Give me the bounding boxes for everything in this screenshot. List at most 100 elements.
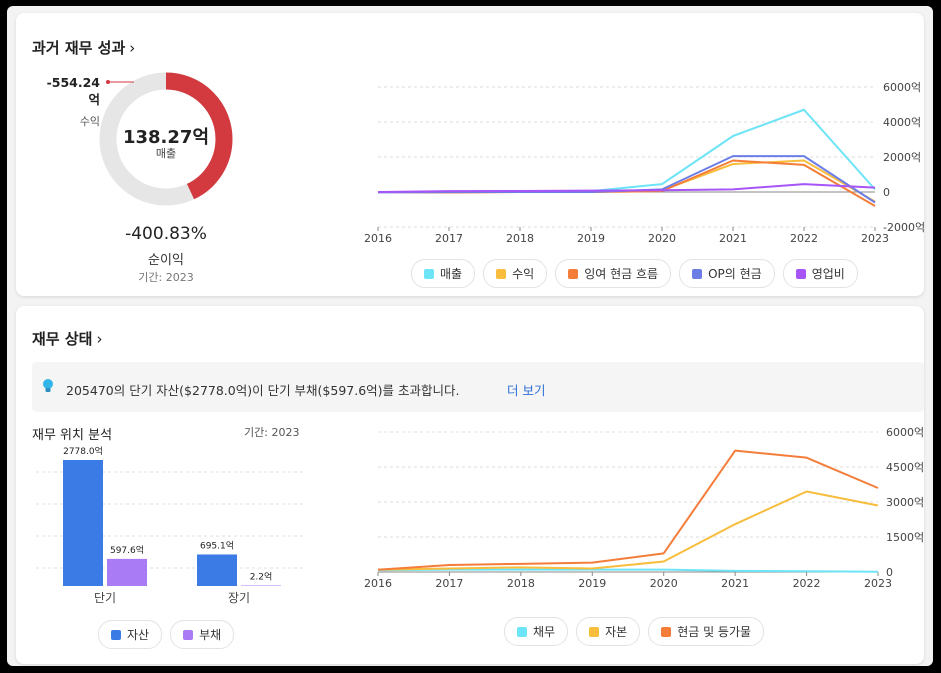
chevron-right-icon: › [129,39,136,57]
bar-value-label: 597.6억 [110,544,144,556]
legend-item-2[interactable]: 잉여 현금 흐름 [555,259,672,288]
y-tick-label: 1500억 [886,531,924,544]
y-tick-label: -2000억 [883,221,924,234]
legend-label: 부채 [199,628,222,642]
x-tick-label: 2021 [721,577,749,590]
legend-swatch [517,626,527,637]
legend-item-2[interactable]: 현금 및 등가물 [648,617,765,646]
series-line-0 [377,568,879,573]
legend-swatch [568,268,579,279]
more-link[interactable]: 더 보기 [507,383,546,398]
legend-label: 잉여 현금 흐름 [584,267,659,281]
net-margin-label: 순이익 [148,253,184,268]
net-margin-value: -400.83% [125,224,207,244]
financial-health-title[interactable]: 재무 상태 › [32,328,102,349]
bar-value-label: 2.2억 [250,571,273,583]
legend-swatch [496,268,507,279]
legend-item-3[interactable]: OP의 현금 [679,259,775,288]
past-performance-title-text: 과거 재무 성과 [32,39,126,57]
legend-label: 현금 및 등가물 [677,625,752,639]
x-tick-label: 2019 [578,577,606,590]
series-line-4 [377,183,876,193]
legend-item-1[interactable]: 자본 [576,617,641,646]
lightbulb-icon [43,379,53,392]
donut-profit-value: -554.24 억 [46,74,100,108]
app-frame: 과거 재무 성과 › -554.24 억 수익 138.27억 매출 -400.8… [7,6,933,666]
financial-health-title-text: 재무 상태 [32,330,93,348]
donut-leader-line [106,80,134,84]
x-tick-label: 2022 [793,577,821,590]
position-analysis-title: 재무 위치 분석 [32,428,113,443]
legend-swatch [692,268,703,279]
bar-value-label: 695.1억 [200,539,234,551]
legend-label: 자본 [605,625,628,639]
legend-label: 수익 [512,267,535,281]
y-tick-label: 4000억 [883,116,921,129]
legend-item-1[interactable]: 부채 [170,620,235,649]
performance-legend: 매출 수익 잉여 현금 흐름 OP의 현금 영업비 [411,259,858,288]
position-period: 기간: 2023 [244,426,300,439]
x-tick-label: 2021 [719,232,747,243]
series-line-2 [377,159,876,207]
legend-swatch [183,629,194,640]
bar-0-0 [63,460,103,586]
x-tick-label: 2023 [864,577,892,590]
profit-number: -554.24 [46,75,100,90]
legend-label: OP의 현금 [708,267,762,281]
legend-swatch [795,268,806,279]
category-label: 장기 [228,591,250,605]
donut-center-value: 138.27억 [122,127,210,148]
bar-value-label: 2778.0억 [63,445,103,457]
past-performance-card: 과거 재무 성과 › -554.24 억 수익 138.27억 매출 -400.8… [16,13,924,296]
bar-1-0 [197,554,237,586]
bar-1-1 [241,585,281,586]
y-tick-label: 2000억 [883,151,921,164]
x-tick-label: 2023 [861,232,889,243]
period-label: 기간: 2023 [138,271,194,284]
y-tick-label: 0 [886,566,893,579]
financial-health-card: 재무 상태 › 205470의 단기 자산($2778.0억)이 단기 부채($5… [16,306,924,664]
legend-swatch [661,626,672,637]
chevron-right-icon: › [96,330,103,348]
legend-label: 자산 [127,628,150,642]
x-tick-label: 2017 [435,232,463,243]
y-tick-label: 3000억 [886,496,924,509]
x-tick-label: 2022 [790,232,818,243]
info-text: 205470의 단기 자산($2778.0억)이 단기 부채($597.6억)를… [66,383,460,398]
legend-item-0[interactable]: 자산 [98,620,163,649]
bar-0-1 [107,558,147,586]
x-tick-label: 2017 [435,577,463,590]
balance-legend: 채무 자본 현금 및 등가물 [504,617,765,646]
legend-item-4[interactable]: 영업비 [782,259,858,288]
legend-item-1[interactable]: 수익 [483,259,548,288]
revenue-profit-donut [99,72,233,206]
balance-line-chart: 6000억 4500억 3000억 1500억 0 2016 2017 2018 2019 202… [364,426,924,590]
series-line-3 [377,155,876,204]
info-banner [32,362,924,412]
series-line-1 [377,490,879,571]
legend-swatch [424,268,434,279]
legend-item-0[interactable]: 채무 [504,617,569,646]
y-tick-label: 0 [883,186,890,199]
legend-swatch [111,629,121,640]
legend-item-0[interactable]: 매출 [411,259,476,288]
series-line-2 [377,449,879,571]
position-legend: 자산 부채 [98,620,235,649]
category-label: 단기 [94,591,116,605]
y-tick-label: 6000억 [886,426,924,439]
y-tick-label: 6000억 [883,81,921,94]
x-tick-label: 2016 [364,577,392,590]
x-tick-label: 2020 [650,577,678,590]
legend-label: 채무 [533,625,556,639]
y-tick-label: 4500억 [886,461,924,474]
legend-swatch [589,626,600,637]
past-performance-title[interactable]: 과거 재무 성과 › [32,37,135,58]
performance-line-chart: 6000억 4000억 2000억 0 -2000억 2016 2017 2018 2019 20… [364,81,924,243]
donut-profit-arc [99,72,233,206]
legend-label: 영업비 [811,267,845,281]
x-tick-label: 2020 [648,232,676,243]
donut-center-label: 매출 [155,147,177,160]
x-tick-label: 2016 [364,232,392,243]
legend-label: 매출 [440,267,463,281]
